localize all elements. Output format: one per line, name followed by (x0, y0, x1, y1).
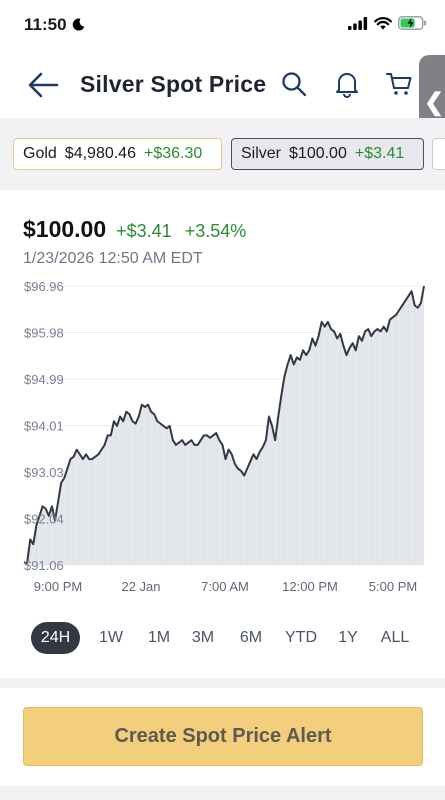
price-chart-svg[interactable]: $96.96 $95.98 $94.99 $94.01 $93.03 $92.04 $91.… (0, 278, 445, 603)
alert-section: Create Spot Price Alert (0, 688, 445, 786)
y-axis-label: $93.03 (24, 465, 64, 480)
price-row: $100.00 +$3.41 +3.54% (23, 216, 246, 243)
ticker-name: Gold (23, 145, 57, 162)
price-card: $100.00 +$3.41 +3.54% 1/23/2026 12:50 AM… (0, 190, 445, 678)
create-alert-button[interactable]: Create Spot Price Alert (23, 707, 423, 766)
ticker-chip-gold[interactable]: Gold $4,980.46 +$36.30 (13, 138, 222, 170)
ticker-name: Silver (241, 145, 282, 162)
price-timestamp: 1/23/2026 12:50 AM EDT (23, 250, 203, 267)
y-axis-label: $96.96 (24, 279, 64, 294)
status-icons (348, 16, 427, 30)
y-axis-label: $95.98 (24, 325, 64, 340)
range-button-6m[interactable]: 6M (239, 629, 263, 646)
x-axis-label: 5:00 PM (369, 579, 417, 594)
range-button-ytd[interactable]: YTD (285, 629, 317, 646)
price-change: +$3.41 (116, 221, 172, 241)
current-price: $100.00 (23, 216, 107, 242)
y-axis-label: $94.99 (24, 372, 64, 387)
price-chart[interactable]: $96.96 $95.98 $94.99 $94.01 $93.03 $92.04 $91.… (0, 278, 445, 603)
x-axis-label: 22 Jan (121, 579, 160, 594)
app-header: Silver Spot Price (0, 50, 445, 118)
status-bar: 11:50 (0, 0, 445, 50)
range-button-3m[interactable]: 3M (191, 629, 215, 646)
ticker-chip-next[interactable] (432, 138, 445, 170)
y-axis-label: $91.06 (24, 558, 64, 573)
price-change-percent: +3.54% (184, 221, 247, 241)
range-button-1m[interactable]: 1M (147, 629, 171, 646)
price-line (23, 285, 425, 565)
ticker-price: $4,980.46 (64, 145, 136, 162)
search-icon[interactable] (280, 70, 308, 98)
page-title: Silver Spot Price (80, 71, 267, 97)
back-arrow-icon[interactable] (26, 70, 60, 100)
range-button-24h[interactable]: 24H (31, 622, 80, 654)
x-axis-label: 12:00 PM (282, 579, 338, 594)
ticker-chip-silver[interactable]: Silver $100.00 +$3.41 (231, 138, 424, 170)
x-axis-label: 9:00 PM (34, 579, 82, 594)
bell-icon[interactable] (333, 70, 361, 98)
chevron-left-icon: ❮ (424, 89, 445, 116)
wifi-icon (374, 16, 392, 29)
signal-icon (348, 16, 368, 30)
ticker-strip: Gold $4,980.46 +$36.30 Silver $100.00 +$… (0, 118, 445, 190)
ticker-change: +$3.41 (354, 145, 405, 162)
moon-icon (72, 18, 85, 31)
range-button-all[interactable]: ALL (380, 629, 410, 646)
status-time: 11:50 (24, 15, 67, 34)
battery-charging-icon (398, 16, 427, 30)
range-button-1y[interactable]: 1Y (338, 629, 358, 646)
y-axis-label: $92.04 (24, 512, 64, 527)
ticker-change: +$36.30 (143, 145, 203, 162)
ticker-price: $100.00 (289, 145, 347, 162)
y-axis-label: $94.01 (24, 419, 64, 434)
x-axis-label: 7:00 AM (201, 579, 249, 594)
range-button-1w[interactable]: 1W (99, 629, 123, 646)
price-area (24, 286, 424, 565)
cart-icon[interactable] (385, 70, 413, 98)
time-range-selector: 24H 1W 1M 3M 6M YTD 1Y ALL (0, 620, 445, 656)
